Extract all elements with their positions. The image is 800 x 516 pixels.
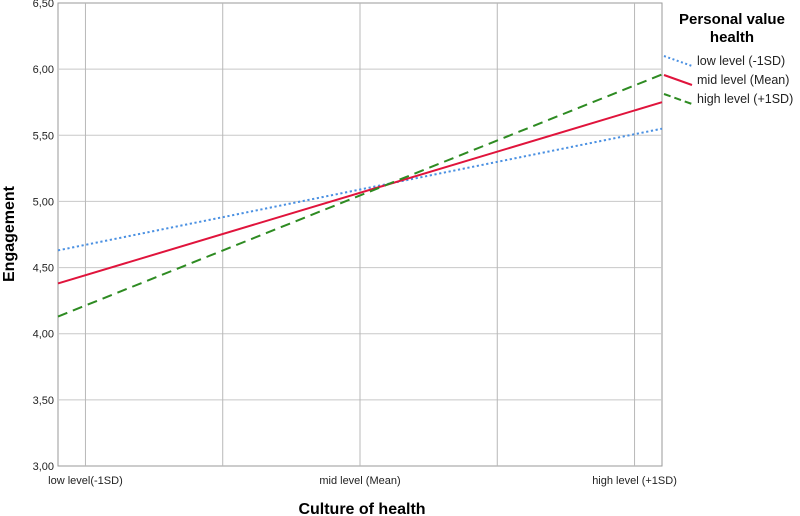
y-tick-label: 4,00 bbox=[33, 329, 54, 341]
legend-title-line-1: Personal value bbox=[679, 11, 785, 28]
legend-label-3: high level (+1SD) bbox=[697, 92, 793, 106]
series-line-2 bbox=[57, 101, 663, 285]
legend-swatch-2 bbox=[663, 74, 693, 86]
x-axis-title: Culture of health bbox=[298, 501, 425, 516]
legend-label-1: low level (-1SD) bbox=[697, 54, 785, 68]
x-axis-ticks: low level(-1SD) mid level (Mean) high leve… bbox=[48, 475, 677, 487]
y-axis-ticks: 3,00 3,50 4,00 4,50 5,00 5,50 6,00 6,50 bbox=[33, 0, 54, 473]
y-tick-label: 5,00 bbox=[33, 196, 54, 208]
x-tick-label: low level(-1SD) bbox=[48, 475, 123, 487]
y-tick-label: 3,00 bbox=[33, 461, 54, 473]
legend-swatch-1 bbox=[663, 55, 693, 67]
y-tick-label: 6,50 bbox=[33, 0, 54, 10]
y-tick-label: 5,50 bbox=[33, 130, 54, 142]
legend-label-2: mid level (Mean) bbox=[697, 73, 789, 87]
legend-swatch-3 bbox=[663, 93, 693, 105]
y-tick-label: 3,50 bbox=[33, 395, 54, 407]
series-line-1 bbox=[57, 127, 663, 252]
x-tick-label: high level (+1SD) bbox=[592, 475, 677, 487]
gridlines bbox=[58, 3, 662, 466]
y-axis-title: Engagement bbox=[1, 185, 18, 282]
series-line-3 bbox=[57, 73, 663, 318]
legend: Personal value health low level (-1SD) mi… bbox=[663, 11, 793, 106]
series-lines bbox=[57, 73, 663, 318]
y-tick-label: 6,00 bbox=[33, 64, 54, 76]
legend-title-line-2: health bbox=[710, 29, 754, 46]
y-tick-label: 4,50 bbox=[33, 263, 54, 275]
x-tick-label: mid level (Mean) bbox=[319, 475, 400, 487]
legend-items: low level (-1SD) mid level (Mean) high lev… bbox=[663, 54, 793, 106]
